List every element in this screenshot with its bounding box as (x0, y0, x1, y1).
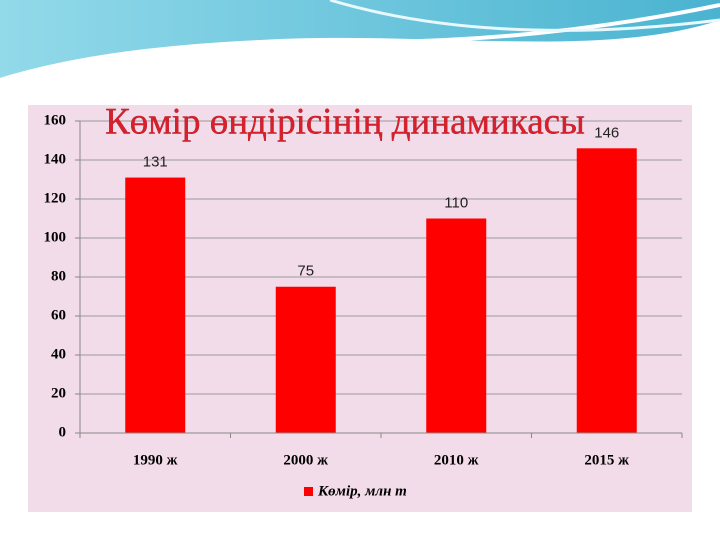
data-label: 131 (143, 154, 168, 171)
y-tick-label: 40 (51, 346, 66, 362)
x-tick-label: 2015 ж (584, 452, 629, 468)
data-label: 110 (444, 194, 468, 211)
bar (426, 218, 487, 433)
y-tick-label: 120 (44, 190, 67, 206)
bar (576, 148, 637, 434)
y-tick-label: 100 (44, 229, 67, 245)
legend-label: Көмір, млн т (317, 483, 407, 499)
swoosh-line (329, 0, 720, 32)
chart-title: Көмір өндірісінің динамикасы (105, 101, 585, 142)
y-tick-label: 0 (59, 424, 67, 440)
y-tick-label: 20 (51, 385, 66, 401)
x-tick-label: 2000 ж (283, 452, 328, 468)
swoosh-line (0, 3, 720, 82)
y-tick-label: 160 (44, 112, 67, 128)
bar (125, 177, 186, 433)
header-swoosh (0, 0, 720, 80)
y-tick-label: 60 (51, 307, 66, 323)
y-tick-label: 80 (51, 268, 66, 284)
y-tick-label: 140 (44, 151, 67, 167)
legend-swatch (304, 487, 313, 496)
data-label: 146 (594, 124, 619, 141)
bar (275, 286, 336, 433)
plot: 0 20 40 60 80 100 120 140 160 1990 ж 131 2000 ж 75 20… (44, 112, 683, 499)
x-tick-label: 2010 ж (434, 452, 479, 468)
x-tick-label: 1990 ж (133, 452, 178, 468)
data-label: 75 (297, 263, 314, 280)
